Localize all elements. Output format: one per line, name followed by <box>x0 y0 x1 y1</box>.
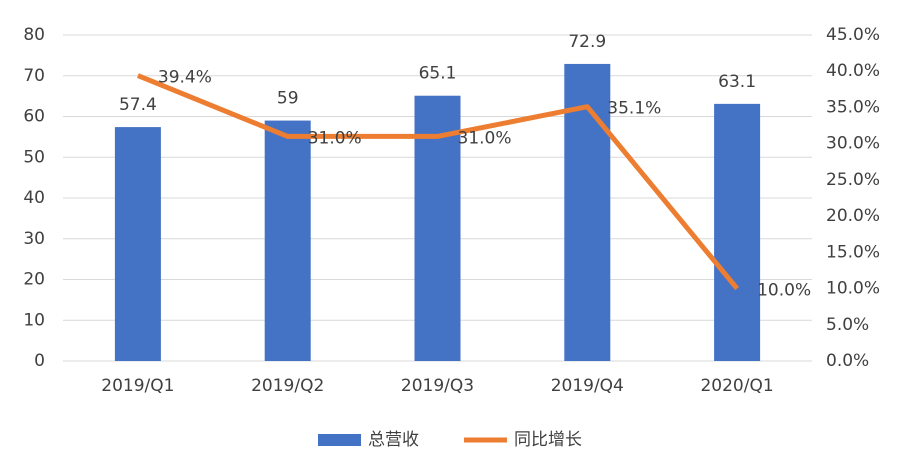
y-tick-label: 60 <box>23 107 45 127</box>
y-tick-label: 50 <box>23 147 45 167</box>
x-tick-label: 2019/Q1 <box>101 376 174 396</box>
bar <box>414 95 461 361</box>
x-tick-label: 2020/Q1 <box>700 376 773 396</box>
line-value-label: 39.4% <box>158 68 212 88</box>
y-tick-label: 20 <box>23 270 45 290</box>
legend-swatch <box>318 434 361 446</box>
bar <box>564 63 611 362</box>
y2-tick-label: 0.0% <box>826 351 869 371</box>
line <box>136 73 740 291</box>
line-value-label: 31.0% <box>458 128 512 148</box>
line-value-label: 31.0% <box>308 128 362 148</box>
bar-value-label: 63.1 <box>718 72 756 92</box>
line-value-label: 35.1% <box>607 99 661 119</box>
y2-tick-label: 20.0% <box>826 206 880 226</box>
y-tick-label: 80 <box>23 25 45 45</box>
legend-label: 同比增长 <box>514 430 582 450</box>
x-tick-label: 2019/Q4 <box>551 376 624 396</box>
y-tick-label: 0 <box>34 351 45 371</box>
y-tick-label: 10 <box>23 310 45 330</box>
legend-label: 总营收 <box>368 430 419 450</box>
y-tick-label: 40 <box>23 188 45 208</box>
bar-value-label: 59 <box>277 89 299 109</box>
y-tick-label: 70 <box>23 66 45 86</box>
bar <box>714 103 761 362</box>
y2-tick-label: 45.0% <box>826 25 880 45</box>
y2-tick-label: 40.0% <box>826 61 880 81</box>
bar-value-label: 72.9 <box>568 32 606 52</box>
bar <box>114 127 161 361</box>
y2-tick-label: 5.0% <box>826 315 869 335</box>
y2-tick-label: 30.0% <box>826 134 880 154</box>
y-tick-label: 30 <box>23 229 45 249</box>
y2-tick-label: 15.0% <box>826 242 880 262</box>
y2-tick-label: 10.0% <box>826 279 880 299</box>
bar <box>264 120 311 361</box>
x-tick-label: 2019/Q3 <box>401 376 474 396</box>
bar-value-label: 57.4 <box>119 95 157 115</box>
bar-value-label: 65.1 <box>419 64 457 84</box>
y2-tick-label: 25.0% <box>826 170 880 190</box>
x-tick-label: 2019/Q2 <box>251 376 324 396</box>
line-value-label: 10.0% <box>757 281 811 301</box>
y2-tick-label: 35.0% <box>826 97 880 117</box>
